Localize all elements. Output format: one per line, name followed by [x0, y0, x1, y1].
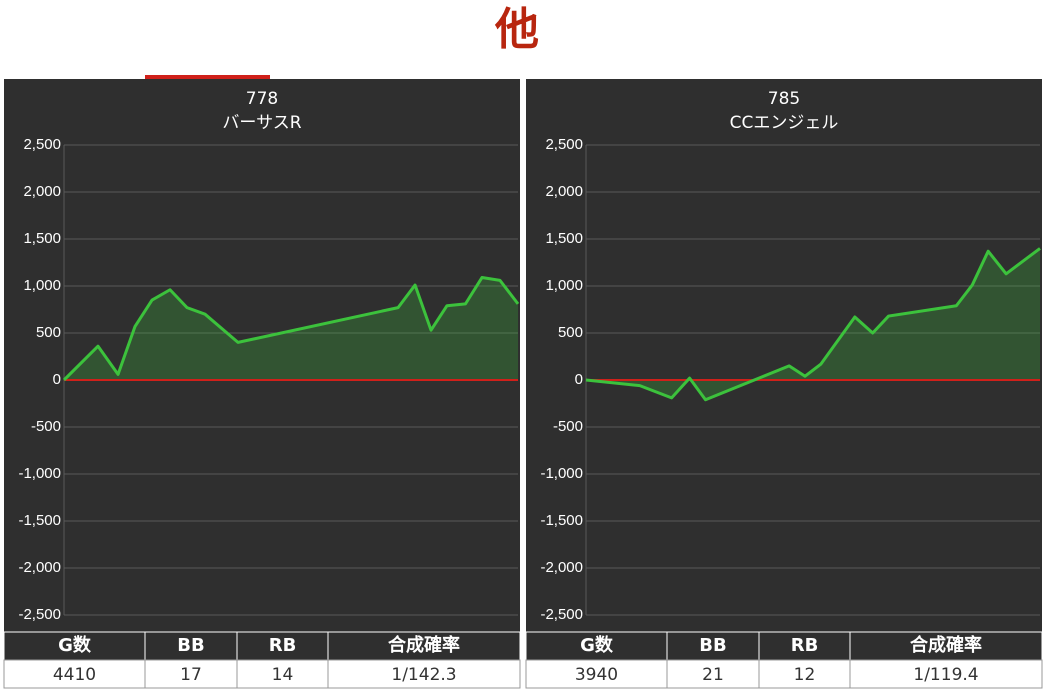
y-tick-label: 2,000 [545, 183, 583, 200]
chart-subtitle: CCエンジェル [730, 113, 839, 133]
header-cell [327, 631, 521, 661]
y-tick-label: -1,500 [18, 512, 61, 529]
header-text: RB [791, 635, 819, 656]
page-title: 他 [494, 4, 539, 55]
tab-marker [145, 75, 270, 79]
y-tick-label: 2,500 [545, 136, 583, 153]
header-cell [236, 631, 329, 661]
header-cell [144, 631, 238, 661]
chart-title: 785 [768, 89, 800, 109]
y-tick-label: 500 [558, 324, 583, 341]
panel [526, 79, 1042, 632]
y-tick-label: -2,500 [18, 606, 61, 623]
cell-text: 17 [180, 665, 202, 685]
y-tick-label: 2,500 [23, 136, 61, 153]
header-text: G数 [58, 634, 92, 656]
y-tick-label: -1,000 [18, 465, 61, 482]
y-tick-label: -500 [553, 418, 583, 435]
y-tick-label: -1,000 [540, 465, 583, 482]
cell-text: 14 [272, 665, 294, 685]
header-text: 合成確率 [910, 634, 982, 656]
cell-text: 21 [702, 665, 724, 685]
cell-text: 12 [794, 665, 816, 685]
y-tick-label: 0 [53, 371, 61, 388]
y-tick-label: -1,500 [540, 512, 583, 529]
cell-text: 3940 [575, 665, 618, 685]
cell [327, 659, 521, 689]
y-tick-label: -500 [31, 418, 61, 435]
y-tick-label: 500 [36, 324, 61, 341]
header-cell [3, 631, 146, 661]
header-text: 合成確率 [388, 634, 460, 656]
y-tick-label: -2,000 [18, 559, 61, 576]
cell-text: 1/119.4 [913, 665, 978, 685]
line [62, 276, 520, 382]
y-tick-label: 1,000 [545, 277, 583, 294]
chart-title: 778 [246, 89, 278, 109]
header-text: RB [269, 635, 297, 656]
line [585, 247, 1041, 402]
y-tick-label: 1,500 [23, 230, 61, 247]
y-tick-label: 0 [575, 371, 583, 388]
y-tick-label: -2,500 [540, 606, 583, 623]
chart-subtitle: バーサスR [222, 113, 301, 133]
y-tick-label: 2,000 [23, 183, 61, 200]
cell-text: 4410 [53, 665, 96, 685]
cell [666, 659, 760, 689]
header-text: BB [177, 635, 204, 656]
header-text: BB [699, 635, 726, 656]
cell [236, 659, 329, 689]
header-cell [666, 631, 760, 661]
y-tick-label: 1,500 [545, 230, 583, 247]
cell [849, 659, 1043, 689]
header-text: G数 [580, 634, 614, 656]
y-tick-label: 1,000 [23, 277, 61, 294]
y-tick-label: -2,000 [540, 559, 583, 576]
area [64, 277, 518, 380]
cell-text: 1/142.3 [391, 665, 456, 685]
cell [3, 659, 146, 689]
area [586, 248, 1040, 400]
cell [525, 659, 668, 689]
